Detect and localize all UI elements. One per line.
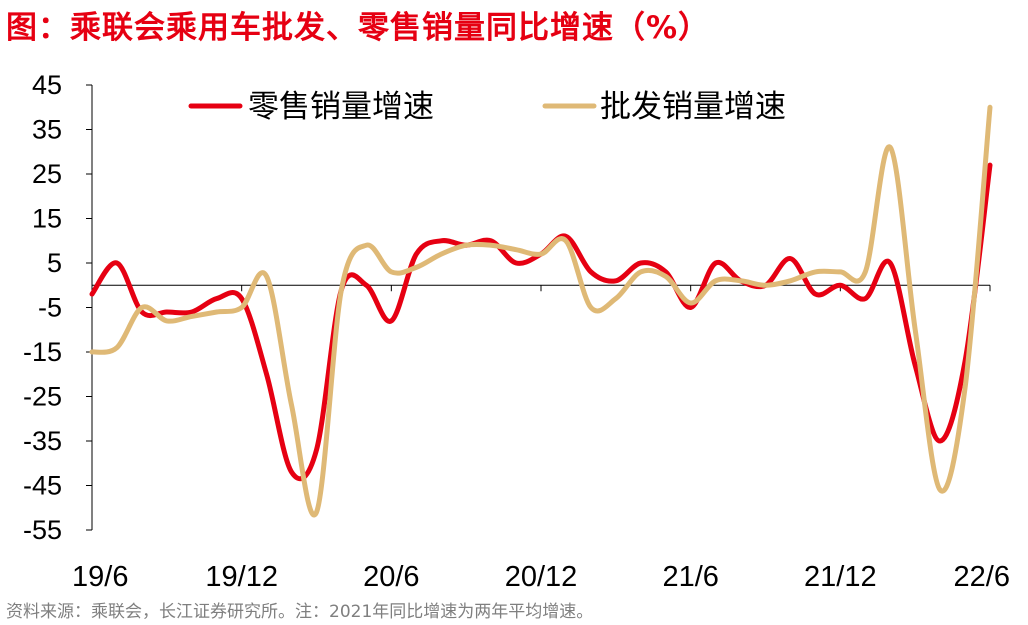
y-tick-label: -35 bbox=[23, 426, 62, 456]
wholesale-sales-growth-line bbox=[89, 104, 993, 518]
x-tick-label: 20/12 bbox=[505, 561, 578, 593]
x-tick-label: 19/12 bbox=[205, 561, 278, 593]
y-tick-label: -15 bbox=[23, 337, 62, 367]
y-tick-label: -45 bbox=[23, 471, 62, 501]
x-tick-label: 22/6 bbox=[954, 561, 1010, 593]
legend: 零售销量增速 批发销量增速 bbox=[188, 89, 786, 125]
y-tick-label: 15 bbox=[32, 204, 62, 234]
series-lines bbox=[89, 104, 993, 518]
x-tick-label: 19/6 bbox=[72, 561, 128, 593]
y-tick-label: 35 bbox=[32, 115, 62, 145]
y-tick-labels: 45 35 25 15 5 -5 -15 -25 -35 -45 -55 bbox=[23, 70, 62, 545]
y-tick-label: 5 bbox=[47, 248, 62, 278]
y-tick-label: -25 bbox=[23, 382, 62, 412]
y-tick-label: -55 bbox=[23, 515, 62, 545]
axes bbox=[86, 84, 991, 531]
legend-label-retail: 零售销量增速 bbox=[248, 89, 434, 125]
retail-sales-growth-line bbox=[89, 162, 993, 482]
y-tick-label: 45 bbox=[32, 70, 62, 100]
chart-title: 图：乘联会乘用车批发、零售销量同比增速（%） bbox=[6, 10, 711, 46]
x-tick-label: 20/6 bbox=[363, 561, 419, 593]
x-tick-label: 21/6 bbox=[662, 561, 718, 593]
y-tick-label: -5 bbox=[38, 293, 62, 323]
source-note: 资料来源：乘联会，长江证券研究所。注：2021年同比增速为两年平均增速。 bbox=[6, 602, 594, 622]
x-tick-labels: 19/6 19/12 20/6 20/12 21/6 21/12 22/6 bbox=[72, 561, 1010, 593]
x-tick-label: 21/12 bbox=[804, 561, 877, 593]
legend-label-wholesale: 批发销量增速 bbox=[600, 89, 786, 125]
y-tick-label: 25 bbox=[32, 159, 62, 189]
